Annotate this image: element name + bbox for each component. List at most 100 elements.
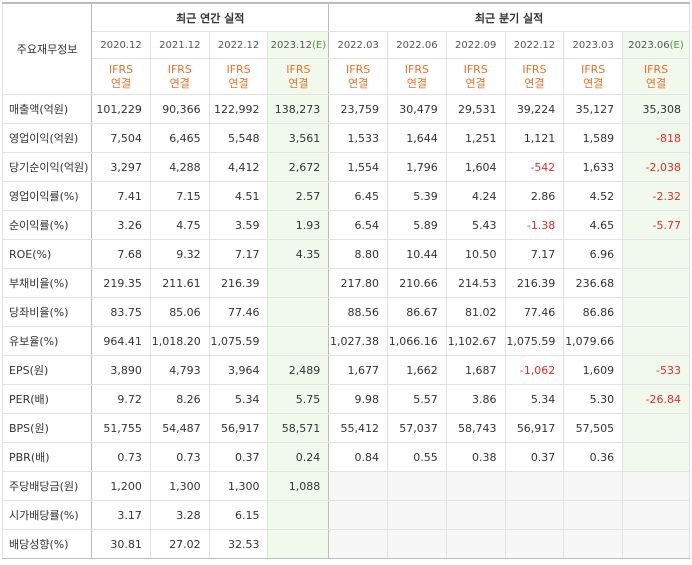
table-cell: 3.17 [91, 500, 151, 530]
table-row: PER(배) 9.72 8.26 5.34 5.75 9.98 5.57 3.86 5.34 5.… [1, 384, 690, 414]
period-date: 2022.06 [387, 31, 447, 59]
table-cell: 1,677 [328, 355, 389, 385]
table-cell: 83.75 [91, 297, 151, 327]
row-label: 순이익률(%) [1, 210, 93, 240]
accounting-standard-scope: 연결 [645, 76, 667, 90]
row-label: PER(배) [1, 384, 93, 414]
table-row: 당좌비율(%) 83.75 85.06 77.46 88.56 86.67 81.02 77.… [1, 297, 690, 327]
accounting-standard-scope: 연결 [169, 76, 190, 90]
table-cell: 1.93 [267, 210, 330, 240]
estimate-mark: (E) [669, 39, 684, 51]
table-cell: 5.34 [504, 384, 565, 414]
table-cell [387, 529, 447, 559]
table-row: 매출액(억원) 101,229 90,366 122,992 138,273 23,759… [1, 94, 690, 124]
row-label: 주당배당금(원) [1, 471, 93, 501]
accounting-standard-type: IFRS [108, 62, 134, 76]
period-date-text: 2022.09 [454, 39, 497, 51]
accounting-standard: IFRS 연결 [445, 58, 506, 95]
table-cell: 7.17 [208, 239, 269, 269]
accounting-standard-scope: 연결 [288, 76, 309, 90]
row-label: PBR(배) [1, 442, 93, 472]
table-cell: 1,300 [149, 471, 210, 501]
table-cell: 23,759 [328, 94, 389, 124]
table-cell: 6,465 [149, 123, 210, 153]
table-cell: 4.75 [149, 210, 210, 240]
table-row: 순이익률(%) 3.26 4.75 3.59 1.93 6.54 5.89 5.43 -1.38… [1, 210, 690, 240]
period-date: 2023.03 [563, 31, 624, 59]
table-cell: 2.86 [504, 181, 565, 211]
table-cell: 10.50 [445, 239, 506, 269]
row-label: 영업이익(억원) [1, 123, 93, 153]
table-cell: -5.77 [622, 210, 690, 240]
table-cell: 7.17 [504, 239, 565, 269]
table-cell: 101,229 [91, 94, 151, 124]
row-label: BPS(원) [1, 413, 93, 443]
table-row: 유보율(%) 964.41 1,018.20 1,075.59 1,027.38 1,06… [1, 326, 690, 356]
estimate-mark: (E) [311, 39, 327, 51]
table-corner-label: 주요재무정보 [1, 2, 93, 95]
table-cell [328, 500, 389, 530]
accounting-standard: IFRS 연결 [622, 58, 690, 95]
table-cell [328, 471, 389, 501]
table-cell: 4.52 [563, 181, 624, 211]
period-date: 2022.03 [328, 31, 389, 59]
table-cell: 2.57 [267, 181, 330, 211]
table-cell: 1,644 [387, 123, 447, 153]
table-cell: 90,366 [149, 94, 210, 124]
table-cell: 0.55 [387, 442, 447, 472]
accounting-standard: IFRS 연결 [208, 58, 269, 95]
table-cell: 1,079.66 [563, 326, 624, 356]
table-cell: -533 [622, 355, 690, 385]
row-label: 영업이익률(%) [1, 181, 93, 211]
table-cell: 122,992 [208, 94, 269, 124]
table-cell [267, 297, 330, 327]
table-cell: 3.59 [208, 210, 269, 240]
table-cell: 35,127 [563, 94, 624, 124]
table-cell: 30,479 [387, 94, 447, 124]
table-cell: 4.65 [563, 210, 624, 240]
table-cell: 10.44 [387, 239, 447, 269]
table-cell [622, 529, 690, 559]
table-cell: 236.68 [563, 268, 624, 298]
table-cell: 1,300 [208, 471, 269, 501]
table-cell: 2,672 [267, 152, 330, 182]
table-cell: 27.02 [149, 529, 210, 559]
table-row: EPS(원) 3,890 4,793 3,964 2,489 1,677 1,662 1,68… [1, 355, 690, 385]
table-cell: 6.45 [328, 181, 389, 211]
row-label: ROE(%) [1, 239, 93, 269]
table-cell [622, 268, 690, 298]
table-cell: 8.26 [149, 384, 210, 414]
accounting-standard-type: IFRS [581, 62, 606, 76]
table-cell: 86.67 [387, 297, 447, 327]
table-cell: 4.51 [208, 181, 269, 211]
table-row: 영업이익(억원) 7,504 6,465 5,548 3,561 1,533 1,644 1,… [1, 123, 690, 153]
table-cell: 7.41 [91, 181, 151, 211]
table-cell [328, 529, 389, 559]
row-label: 당좌비율(%) [1, 297, 93, 327]
table-cell: 85.06 [149, 297, 210, 327]
period-date-text: 2022.12 [217, 39, 260, 51]
table-cell: 1,088 [267, 471, 330, 501]
table-cell [504, 529, 565, 559]
period-date-text: 2023.12 [270, 39, 312, 51]
table-cell: 9.32 [149, 239, 210, 269]
period-date-text: 2021.12 [159, 39, 201, 51]
table-cell: 1,200 [91, 471, 151, 501]
accounting-standard-type: IFRS [346, 62, 371, 76]
table-cell: 216.39 [504, 268, 565, 298]
table-cell: 57,505 [563, 413, 624, 443]
accounting-standard-type: IFRS [226, 62, 251, 76]
table-cell: 39,224 [504, 94, 565, 124]
table-cell [563, 500, 624, 530]
table-cell: 0.73 [149, 442, 210, 472]
period-date: 2022.12 [208, 31, 269, 59]
table-cell: 9.98 [328, 384, 389, 414]
table-cell: 81.02 [445, 297, 506, 327]
accounting-standard-scope: 연결 [228, 76, 249, 90]
table-cell [445, 529, 506, 559]
table-cell [267, 500, 330, 530]
table-row: 당기순이익(억원) 3,297 4,288 4,412 2,672 1,554 1,796 1… [1, 152, 690, 182]
table-cell: 217.80 [328, 268, 389, 298]
accounting-standard-type: IFRS [643, 62, 669, 76]
